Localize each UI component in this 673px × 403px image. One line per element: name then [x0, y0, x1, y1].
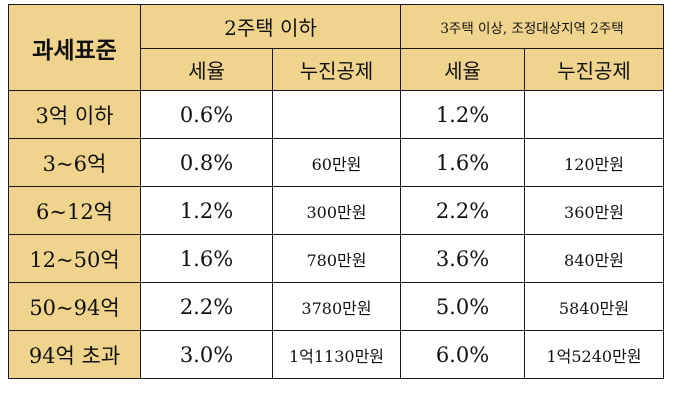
g1-deduction-cell: 780만원: [272, 234, 401, 283]
g2-rate-cell: 3.6%: [400, 234, 525, 283]
g1-rate-cell: 3.0%: [140, 330, 273, 379]
g1-rate-cell: 1.2%: [140, 186, 273, 235]
g1-deduction-cell: 300만원: [272, 186, 401, 235]
g2-deduction-cell: 5840만원: [523, 282, 665, 331]
g1-deduction-cell: [272, 90, 401, 139]
g1-rate-cell: 0.8%: [140, 138, 273, 187]
bracket-cell: 6~12억: [8, 186, 141, 235]
g2-deduction-cell: 1억5240만원: [523, 330, 665, 379]
g2-deduction-cell: [523, 90, 665, 139]
tax-base-header: 과세표준: [8, 4, 141, 91]
g1-rate-cell: 2.2%: [140, 282, 273, 331]
table-row: 3~6억 0.8% 60만원 1.6% 120만원: [8, 138, 665, 187]
g1-rate-cell: 1.6%: [140, 234, 273, 283]
g2-rate-cell: 2.2%: [400, 186, 525, 235]
g1-deduction-cell: 1억1130만원: [272, 330, 401, 379]
table-row: 3억 이하 0.6% 1.2%: [8, 90, 665, 139]
bracket-cell: 94억 초과: [8, 330, 141, 379]
g2-rate-cell: 5.0%: [400, 282, 525, 331]
g2-deduction-header: 누진공제: [523, 48, 665, 91]
table-row: 50~94억 2.2% 3780만원 5.0% 5840만원: [8, 282, 665, 331]
group-header-three-homes-or-more: 3주택 이상, 조정대상지역 2주택: [399, 4, 665, 49]
g1-rate-header: 세율: [140, 48, 273, 91]
header-row-subcolumns: 세율 누진공제 세율 누진공제: [9, 48, 665, 91]
g2-rate-header: 세율: [400, 48, 525, 91]
table-row: 6~12억 1.2% 300만원 2.2% 360만원: [8, 186, 665, 235]
table-row: 12~50억 1.6% 780만원 3.6% 840만원: [8, 234, 665, 283]
tax-rate-table: 과세표준 2주택 이하 3주택 이상, 조정대상지역 2주택 세율 누진공제 세…: [8, 4, 665, 379]
g2-rate-cell: 1.6%: [400, 138, 525, 187]
table-row: 94억 초과 3.0% 1억1130만원 6.0% 1억5240만원: [8, 330, 665, 379]
g2-rate-cell: 6.0%: [400, 330, 525, 379]
g1-rate-cell: 0.6%: [140, 90, 273, 139]
g2-deduction-cell: 120만원: [523, 138, 665, 187]
g2-deduction-cell: 840만원: [523, 234, 665, 283]
g2-deduction-cell: 360만원: [523, 186, 665, 235]
g1-deduction-cell: 3780만원: [272, 282, 401, 331]
g2-rate-cell: 1.2%: [400, 90, 525, 139]
g1-deduction-cell: 60만원: [272, 138, 401, 187]
group-header-two-homes-or-less: 2주택 이하: [140, 4, 401, 49]
bracket-cell: 12~50억: [8, 234, 141, 283]
g1-deduction-header: 누진공제: [272, 48, 401, 91]
bracket-cell: 50~94억: [8, 282, 141, 331]
bracket-cell: 3~6억: [8, 138, 141, 187]
header-row-groups: 과세표준 2주택 이하 3주택 이상, 조정대상지역 2주택: [8, 4, 665, 91]
bracket-cell: 3억 이하: [8, 90, 141, 139]
